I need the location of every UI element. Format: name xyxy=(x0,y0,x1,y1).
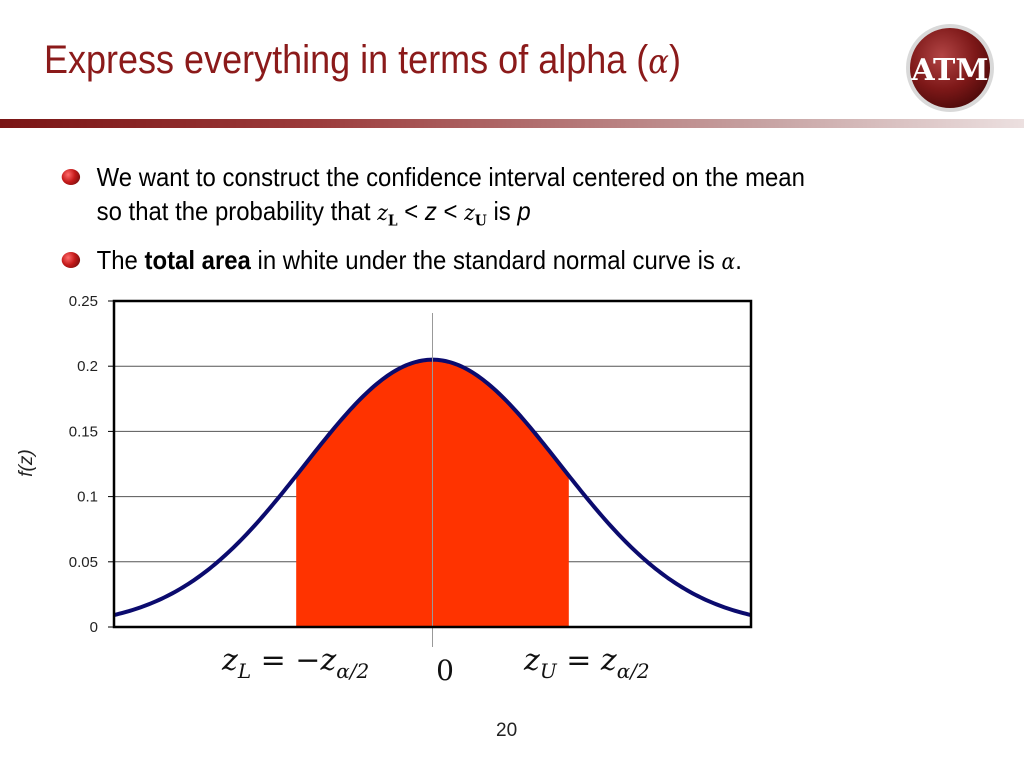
y-tick-label: 0.1 xyxy=(77,489,98,506)
slide-title: Express everything in terms of alpha (α) xyxy=(44,38,681,83)
bullet-2-end: . xyxy=(735,245,742,276)
university-logo: ATM xyxy=(906,24,994,112)
y-tick-label: 0.05 xyxy=(69,554,98,571)
center-zero-label: 0 xyxy=(436,654,454,687)
z-lower: zL xyxy=(377,201,398,230)
less-than-1: < xyxy=(397,196,425,226)
page-number: 20 xyxy=(496,720,518,741)
bullet-2-suffix: in white under the standard normal curve… xyxy=(250,245,722,276)
z-variable: z xyxy=(424,196,437,226)
is-text: is xyxy=(486,196,518,226)
title-divider xyxy=(0,119,1024,128)
slide-title-close: ) xyxy=(668,38,681,82)
bullet-1-prefix: so that the probability that xyxy=(96,196,378,226)
bullet-item-2: The total area in white under the standa… xyxy=(58,243,904,280)
z-lower-annotation: zL = −zα/2 xyxy=(221,643,369,683)
bullet-2-bold: total area xyxy=(144,245,251,276)
bullet-2-alpha: α xyxy=(721,250,736,276)
less-than-2: < xyxy=(436,196,465,226)
logo-text: ATM xyxy=(910,53,988,88)
normal-distribution-chart: 0 0.05 0.1 0.15 0.2 0.25 f(z) zL = −zα/2 0 zU… xyxy=(16,293,753,687)
z-upper: zU xyxy=(464,201,487,230)
bullet-dot-icon xyxy=(61,169,81,185)
z-upper-annotation: zU = zα/2 xyxy=(523,643,650,683)
slide-title-alpha: α xyxy=(648,42,669,82)
bullet-1-line-1: We want to construct the confidence inte… xyxy=(96,162,805,192)
y-tick-label: 0.15 xyxy=(69,423,98,440)
bullet-1-line-2: so that the probability that zL < z < zU… xyxy=(97,194,905,237)
y-tick-label: 0.2 xyxy=(77,358,98,375)
y-tick-label: 0.25 xyxy=(69,293,98,310)
bullet-dot-icon xyxy=(61,252,81,269)
bullet-2-prefix: The xyxy=(96,245,145,276)
plot-frame xyxy=(112,299,753,629)
bullet-list: We want to construct the confidence inte… xyxy=(58,160,978,280)
y-axis-label: f(z) xyxy=(16,449,37,476)
bullet-item-1: We want to construct the confidence inte… xyxy=(58,160,904,237)
y-axis-ticks: 0 0.05 0.1 0.15 0.2 0.25 xyxy=(69,293,114,636)
y-tick-label: 0 xyxy=(90,619,98,636)
p-variable: p xyxy=(517,196,531,226)
slide-title-text: Express everything in terms of alpha ( xyxy=(44,38,649,82)
